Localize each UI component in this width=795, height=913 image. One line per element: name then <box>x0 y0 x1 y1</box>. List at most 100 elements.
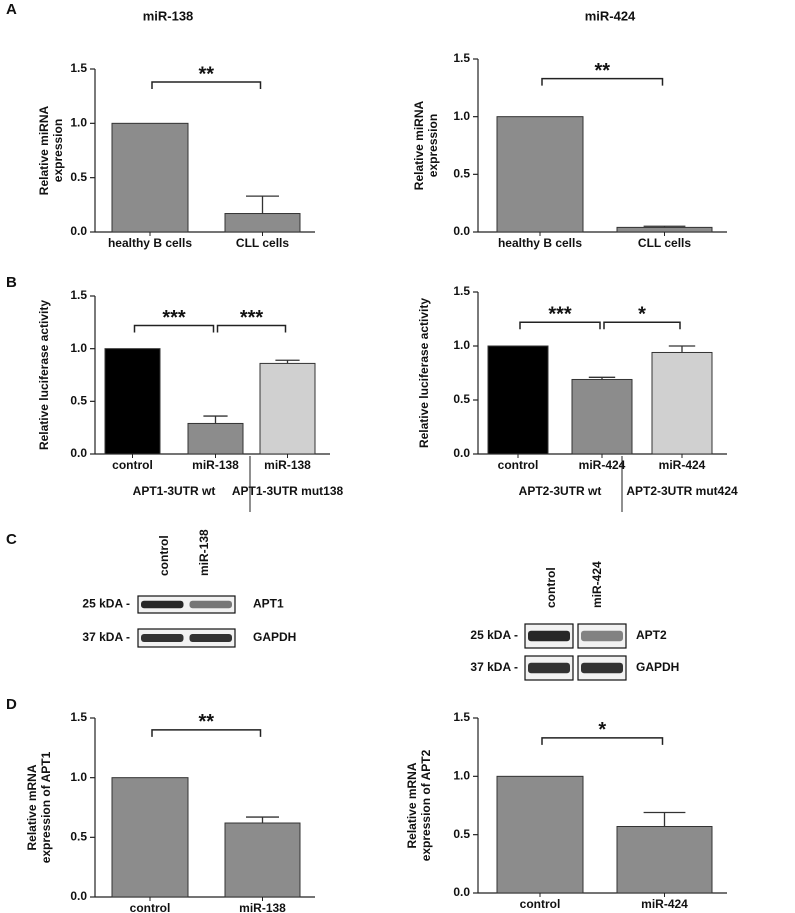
significance-bracket <box>151 81 262 90</box>
error-bar <box>246 816 279 824</box>
bar <box>187 422 244 455</box>
blot-frame <box>137 595 236 614</box>
x-tick-label: miR-424 <box>659 458 706 472</box>
bar <box>496 775 584 894</box>
y-tick-label: 0.0 <box>453 446 470 460</box>
y-tick-label: 1.0 <box>453 338 470 352</box>
x-tick-label: healthy B cells <box>108 236 192 250</box>
significance-bracket <box>519 321 601 330</box>
lane-label: miR-424 <box>590 561 604 608</box>
y-axis-label: Relative luciferase activity <box>417 298 431 448</box>
blot-band <box>141 634 184 642</box>
y-tick-label: 0.0 <box>453 885 470 899</box>
significance-bracket <box>133 324 215 333</box>
y-tick-label: 1.5 <box>70 710 87 724</box>
y-axis-label: Relative mRNA <box>405 762 419 848</box>
bar <box>616 826 713 894</box>
error-bar <box>643 811 686 827</box>
molecular-weight: 37 kDA - <box>82 630 130 644</box>
error-bar <box>246 195 279 214</box>
significance-stars: *** <box>548 304 572 326</box>
molecular-weight: 37 kDA - <box>470 660 518 674</box>
error-bar <box>588 376 616 380</box>
y-tick-label: 1.5 <box>453 51 470 65</box>
x-tick-label: miR-138 <box>239 901 286 913</box>
panel-label: A <box>6 1 17 18</box>
y-tick-label: 0.5 <box>70 394 87 408</box>
significance-bracket <box>541 77 664 86</box>
group-label: APT1-3UTR mut138 <box>232 484 344 498</box>
y-tick-label: 1.0 <box>70 770 87 784</box>
blot-band <box>581 662 623 674</box>
y-tick-label: 1.0 <box>70 116 87 130</box>
y-tick-label: 0.0 <box>70 446 87 460</box>
significance-bracket <box>216 324 287 333</box>
significance-stars: ** <box>198 711 214 733</box>
y-tick-label: 0.0 <box>70 889 87 903</box>
lane-label: control <box>157 535 171 576</box>
group-label: APT2-3UTR wt <box>519 484 602 498</box>
y-tick-label: 0.5 <box>70 830 87 844</box>
bar <box>487 345 549 455</box>
x-tick-label: miR-138 <box>264 458 311 472</box>
blot-band <box>528 630 570 642</box>
bar <box>259 362 316 455</box>
y-tick-label: 0.5 <box>453 827 470 841</box>
bar <box>111 777 189 898</box>
y-tick-label: 1.0 <box>70 341 87 355</box>
y-axis-label: expression <box>426 114 440 177</box>
significance-stars: * <box>638 304 646 326</box>
bar <box>224 213 301 233</box>
x-tick-label: control <box>112 458 153 472</box>
molecular-weight: 25 kDA - <box>82 597 130 611</box>
significance-stars: *** <box>162 307 186 329</box>
significance-stars: *** <box>240 307 264 329</box>
panel-label: D <box>6 696 17 713</box>
significance-bracket <box>541 737 664 745</box>
significance-stars: * <box>598 719 606 741</box>
blot-band <box>141 600 184 609</box>
protein-label: APT2 <box>636 628 667 642</box>
protein-label: GAPDH <box>636 660 679 674</box>
blot-band <box>189 600 232 609</box>
protein-label: GAPDH <box>253 630 296 644</box>
bar <box>651 351 713 455</box>
molecular-weight: 25 kDA - <box>470 628 518 642</box>
y-axis-label: Relative luciferase activity <box>37 300 51 450</box>
group-label: APT1-3UTR wt <box>133 484 216 498</box>
y-tick-label: 1.0 <box>453 109 470 123</box>
bar <box>571 378 633 455</box>
x-tick-label: control <box>130 901 171 913</box>
y-axis-label: expression <box>51 119 65 182</box>
significance-stars: ** <box>594 60 610 82</box>
significance-bracket <box>603 321 681 330</box>
blot-band <box>189 634 232 642</box>
group-label: APT2-3UTR mut424 <box>626 484 738 498</box>
blot-band <box>528 662 570 674</box>
lane-label: miR-138 <box>197 529 211 576</box>
blot-frame <box>137 628 236 648</box>
y-axis-label: expression of APT1 <box>39 751 53 863</box>
y-tick-label: 1.5 <box>70 288 87 302</box>
x-tick-label: miR-424 <box>579 458 626 472</box>
x-tick-label: miR-138 <box>192 458 239 472</box>
y-tick-label: 0.5 <box>70 170 87 184</box>
bar <box>111 122 189 233</box>
significance-bracket <box>151 729 262 737</box>
y-tick-label: 0.0 <box>70 224 87 238</box>
y-axis-label: Relative miRNA <box>37 105 51 195</box>
error-bar <box>668 345 696 353</box>
lane-label: control <box>544 567 558 608</box>
error-bar <box>275 359 300 364</box>
x-tick-label: control <box>498 458 539 472</box>
y-tick-label: 1.0 <box>453 769 470 783</box>
y-tick-label: 0.5 <box>453 167 470 181</box>
x-tick-label: control <box>520 897 561 911</box>
x-tick-label: CLL cells <box>638 236 691 250</box>
y-tick-label: 1.5 <box>453 710 470 724</box>
bar <box>104 348 161 455</box>
error-bar <box>643 225 686 228</box>
chart-title: miR-138 <box>143 8 194 23</box>
y-tick-label: 0.0 <box>453 224 470 238</box>
